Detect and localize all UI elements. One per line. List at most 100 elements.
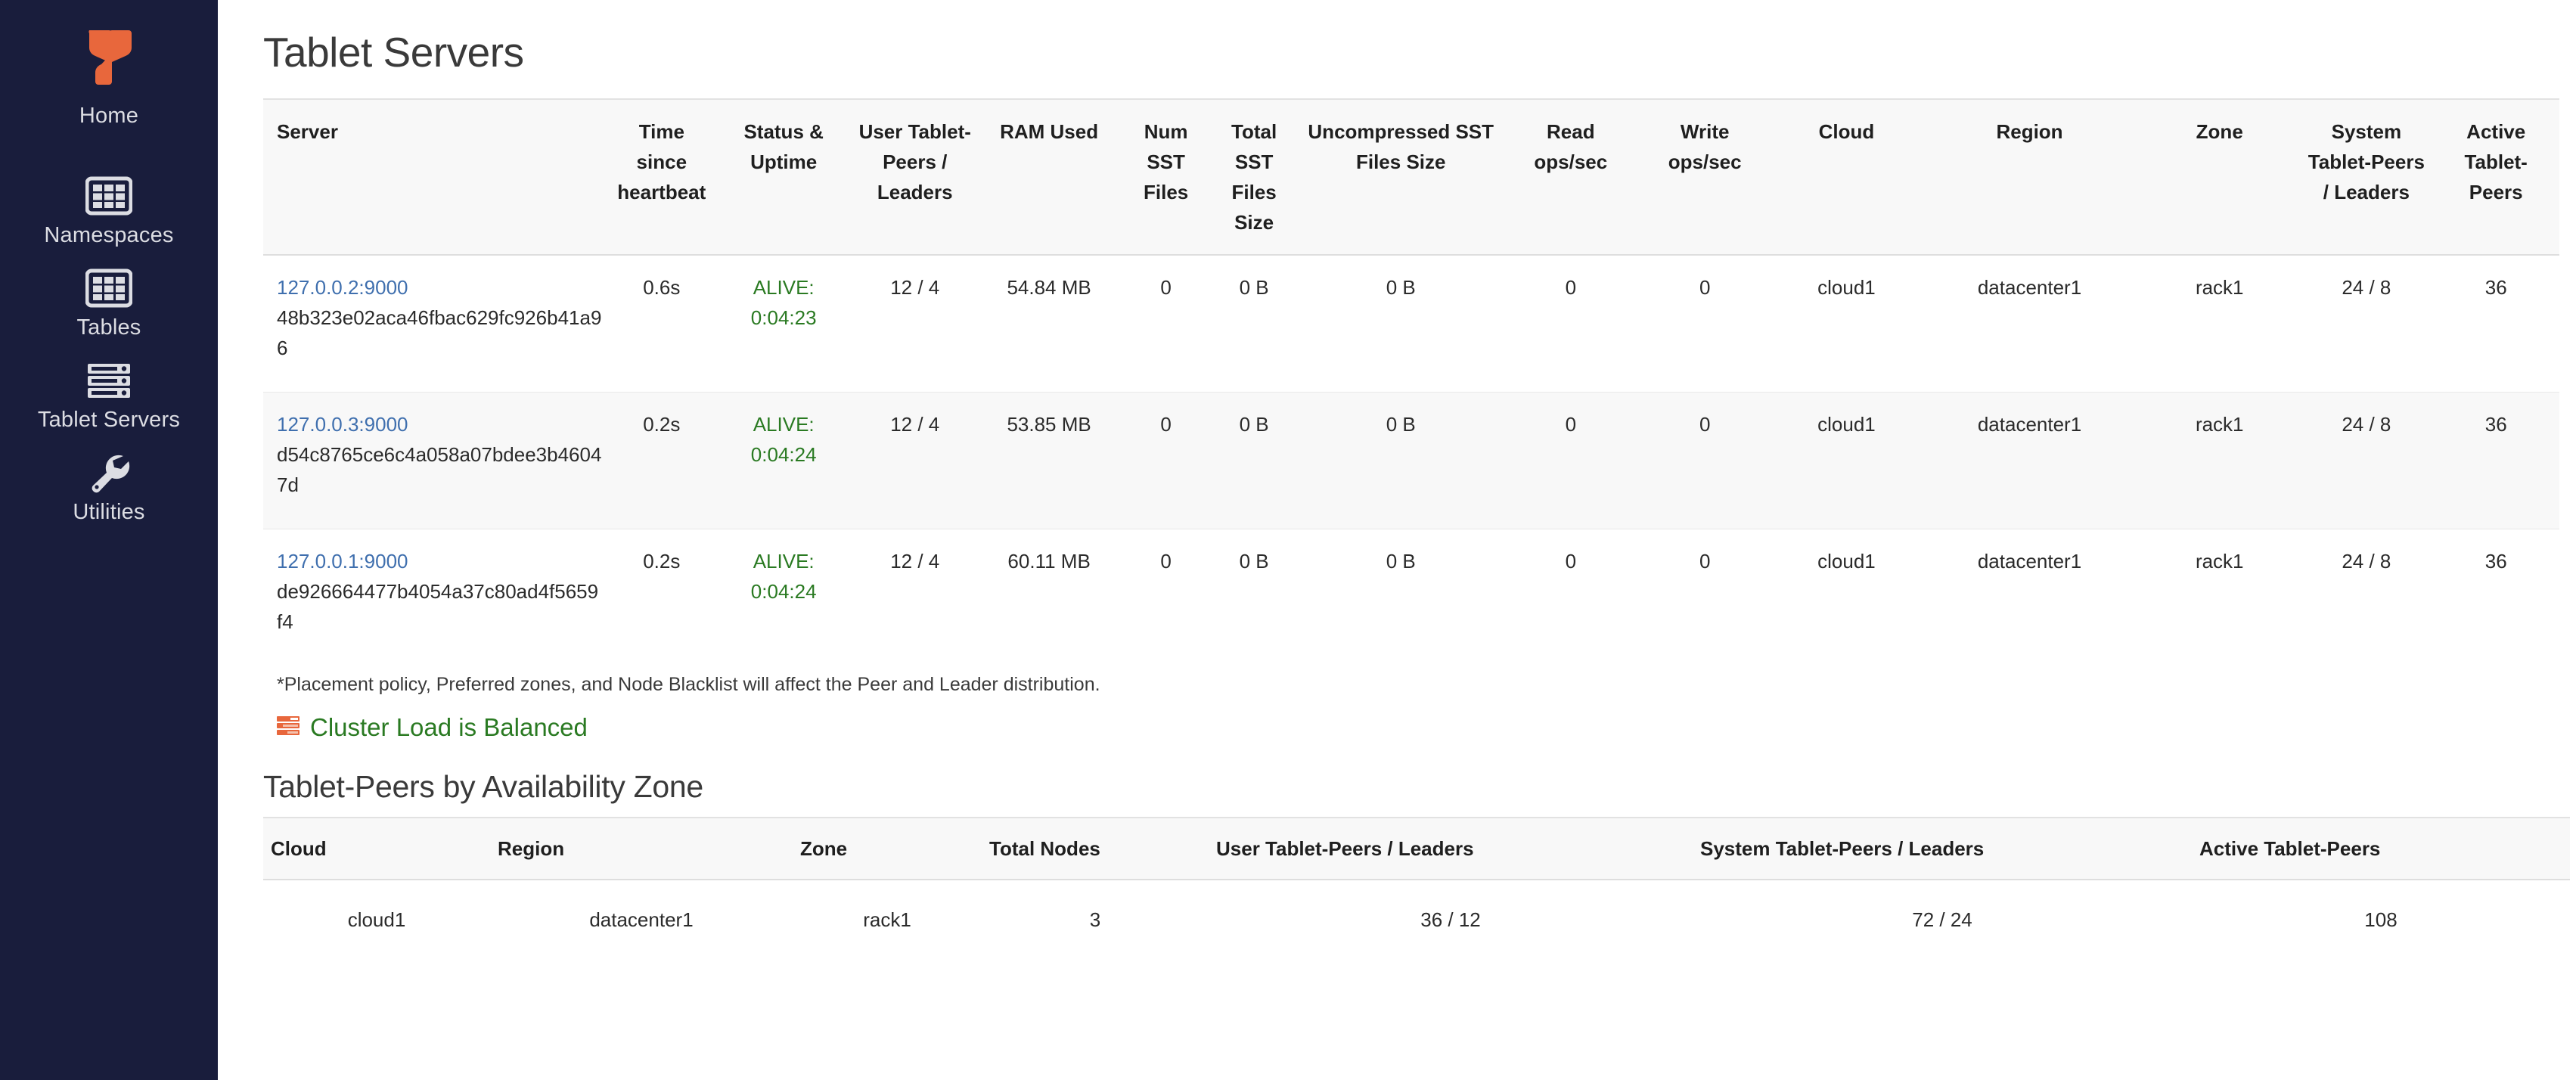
col-header-ram-used[interactable]: RAM Used [976,98,1122,256]
server-uuid: d54c8765ce6c4a058a07bdee3b46047d [277,443,602,496]
sidebar-item-namespaces[interactable]: Namespaces [0,165,218,257]
cell-active-peers: 36 [2484,550,2507,573]
placement-policy-footnote: *Placement policy, Preferred zones, and … [277,674,1100,695]
az-table-body: cloud1 datacenter1 rack1 3 36 / 12 72 / … [263,880,2570,980]
uptime-value: 0:04:24 [750,443,817,466]
cell-write-ops: 0 [1699,550,1711,573]
col-header-write-ops-sec[interactable]: Write ops/sec [1637,98,1773,256]
server-rack-icon [85,357,132,404]
col-header-status-uptime[interactable]: Status & Uptime [714,98,853,256]
az-col-header-system-tablet-peers-leaders[interactable]: System Tablet-Peers / Leaders [1693,817,2192,880]
az-col-header-zone[interactable]: Zone [793,817,982,880]
tablet-servers-table: Server Time since heartbeat Status & Upt… [263,98,2559,666]
status-badge: ALIVE: [753,550,815,573]
az-cell-cloud: cloud1 [347,908,406,931]
server-uuid: de926664477b4054a37c80ad4f5659f4 [277,580,599,633]
cell-user-peers-leaders: 12 / 4 [852,392,977,529]
table-row: 127.0.0.1:9000 de926664477b4054a37c80ad4… [263,529,2559,666]
uptime-value: 0:04:23 [750,306,817,329]
table-header-row: Server Time since heartbeat Status & Upt… [263,98,2559,256]
col-header-server[interactable]: Server [263,98,609,256]
col-header-time-since-heartbeat[interactable]: Time since heartbeat [608,98,715,256]
cell-heartbeat: 0.2s [643,550,681,573]
cell-total-sst-size: 0 B [1211,392,1298,529]
cell-status-uptime: ALIVE: 0:04:24 [714,392,853,529]
cell-uncompressed-sst-size: 0 B [1386,550,1416,573]
cell-heartbeat: 0.6s [643,276,681,299]
server-link[interactable]: 127.0.0.3:9000 [277,413,408,436]
section-title-availability-zone: Tablet-Peers by Availability Zone [263,769,703,804]
sidebar-item-tablet-servers[interactable]: Tablet Servers [0,349,218,442]
cell-heartbeat: 0.2s [608,392,715,529]
col-header-region[interactable]: Region [1920,98,2140,256]
cell-uncompressed-sst-size: 0 B [1386,276,1416,299]
col-header-zone[interactable]: Zone [2139,98,2301,256]
az-cell-active-peers: 108 [2364,908,2398,931]
sidebar-item-tables[interactable]: Tables [0,257,218,349]
page-title: Tablet Servers [263,29,524,76]
table-header: Server Time since heartbeat Status & Upt… [263,98,2559,256]
az-cell-region: datacenter1 [589,908,694,931]
cluster-load-label: Cluster Load is Balanced [310,713,588,741]
az-col-header-total-nodes[interactable]: Total Nodes [982,817,1209,880]
cell-write-ops: 0 [1637,392,1773,529]
col-header-total-sst-files-size[interactable]: Total SST Files Size [1211,98,1298,256]
sidebar-item-label: Tablet Servers [37,408,181,432]
uptime-value: 0:04:24 [750,580,817,603]
server-uuid: 48b323e02aca46fbac629fc926b41a96 [277,306,602,359]
sidebar-item-label: Home [79,104,139,128]
grid-table-icon [85,172,132,219]
col-header-cloud[interactable]: Cloud [1773,98,1920,256]
status-badge: ALIVE: [753,413,815,436]
cell-region: datacenter1 [1977,550,2082,573]
cell-system-peers-leaders: 24 / 8 [2300,392,2433,529]
sidebar-item-label: Namespaces [44,223,174,247]
cell-total-sst-size: 0 B [1239,276,1269,299]
az-cell-zone: rack1 [863,908,911,931]
cell-zone: rack1 [2139,392,2301,529]
sidebar-item-label: Tables [76,315,141,340]
cell-region: datacenter1 [1977,276,2082,299]
table-row: 127.0.0.2:9000 48b323e02aca46fbac629fc92… [263,255,2559,393]
col-header-active-tablet-peers[interactable]: Active Tablet-Peers [2432,98,2559,256]
cell-uncompressed-sst-size: 0 B [1297,392,1505,529]
yugabytedb-logo [73,17,145,89]
main-content: Tablet Servers Server Time since heartbe… [218,0,2576,1080]
sidebar-item-utilities[interactable]: Utilities [0,442,218,534]
az-col-header-active-tablet-peers[interactable]: Active Tablet-Peers [2192,817,2570,880]
cell-num-sst-files: 0 [1160,276,1172,299]
cell-active-peers: 36 [2432,392,2559,529]
table-row: cloud1 datacenter1 rack1 3 36 / 12 72 / … [263,880,2570,980]
sidebar-item-home[interactable]: Home [0,100,218,138]
cell-region: datacenter1 [1920,392,2140,529]
cell-ram-used: 53.85 MB [976,392,1122,529]
cell-status-uptime: ALIVE: 0:04:24 [715,529,853,666]
cell-read-ops: 0 [1504,392,1637,529]
cell-zone: rack1 [2195,276,2244,299]
availability-zone-table: Cloud Region Zone Total Nodes User Table… [263,817,2570,980]
server-link[interactable]: 127.0.0.1:9000 [277,550,408,573]
col-header-user-tablet-peers-leaders[interactable]: User Tablet-Peers / Leaders [852,98,977,256]
az-col-header-region[interactable]: Region [490,817,793,880]
col-header-uncompressed-sst-files-size[interactable]: Uncompressed SST Files Size [1297,98,1505,256]
cell-write-ops: 0 [1699,276,1711,299]
cell-server: 127.0.0.3:9000 d54c8765ce6c4a058a07bdee3… [263,392,609,529]
wrench-icon [85,449,132,496]
col-header-system-tablet-peers-leaders[interactable]: System Tablet-Peers / Leaders [2300,98,2433,256]
server-rack-icon [277,715,299,740]
cell-read-ops: 0 [1565,276,1577,299]
col-header-read-ops-sec[interactable]: Read ops/sec [1504,98,1637,256]
az-cell-system-peers-leaders: 72 / 24 [1912,908,1972,931]
sidebar-item-label: Utilities [73,500,145,524]
cell-zone: rack1 [2195,550,2244,573]
az-table-header: Cloud Region Zone Total Nodes User Table… [263,817,2570,880]
cell-server: 127.0.0.1:9000 de926664477b4054a37c80ad4… [263,529,609,666]
server-link[interactable]: 127.0.0.2:9000 [277,276,408,299]
az-col-header-cloud[interactable]: Cloud [263,817,490,880]
cell-status-uptime: ALIVE: 0:04:23 [715,255,853,393]
col-header-num-sst-files[interactable]: Num SST Files [1121,98,1212,256]
az-col-header-user-tablet-peers-leaders[interactable]: User Tablet-Peers / Leaders [1209,817,1693,880]
cell-ram-used: 60.11 MB [1007,550,1091,573]
cluster-load-status: Cluster Load is Balanced [277,712,2559,743]
